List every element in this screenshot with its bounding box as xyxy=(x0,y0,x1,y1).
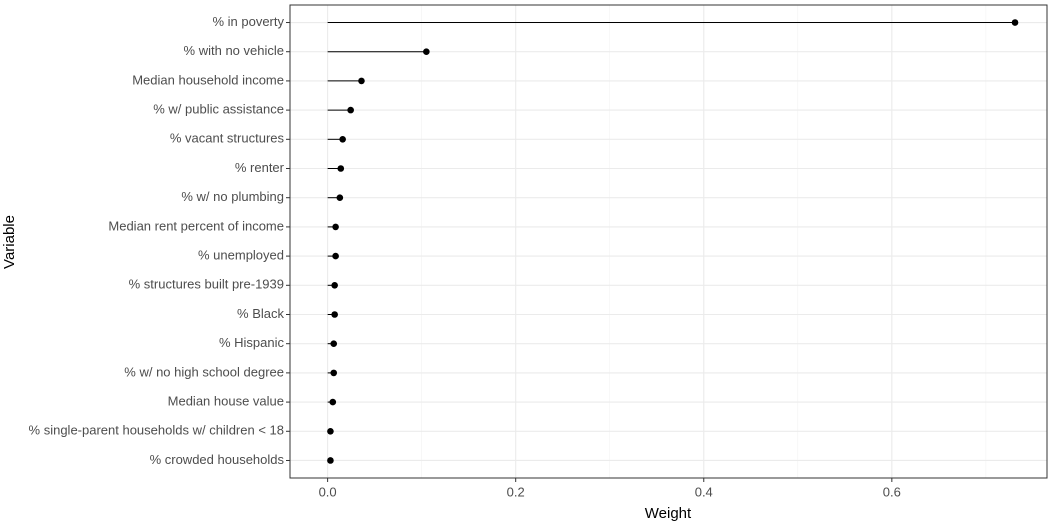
x-tick-label: 0.6 xyxy=(883,484,901,499)
dot xyxy=(339,136,346,143)
dot xyxy=(327,457,334,464)
y-tick-label: % w/ public assistance xyxy=(153,102,284,117)
y-tick-label: Median rent percent of income xyxy=(108,218,284,233)
y-tick-label: % crowded households xyxy=(150,452,285,467)
y-tick-label: Median household income xyxy=(132,72,284,87)
y-tick-label: % w/ no high school degree xyxy=(124,364,284,379)
dot xyxy=(347,106,354,114)
dot xyxy=(331,311,338,318)
dot xyxy=(330,369,338,377)
dot xyxy=(327,427,334,435)
y-tick-label: % w/ no plumbing xyxy=(181,189,284,204)
dot xyxy=(358,77,365,85)
dot xyxy=(1011,19,1019,26)
dot xyxy=(337,165,345,172)
y-axis-title: Variable xyxy=(1,215,18,269)
y-tick-label: % vacant structures xyxy=(170,131,285,146)
x-tick-label: 0.4 xyxy=(695,484,713,499)
dot xyxy=(423,48,430,56)
y-tick-label: % renter xyxy=(235,160,285,175)
dot xyxy=(332,252,339,260)
panel-border xyxy=(289,4,1048,479)
y-tick-label: % structures built pre-1939 xyxy=(129,277,284,292)
x-axis-title: Weight xyxy=(645,505,692,522)
dot xyxy=(329,398,337,406)
dot xyxy=(336,194,344,202)
y-tick-label: % with no vehicle xyxy=(184,43,284,58)
x-tick-label: 0.0 xyxy=(319,484,337,499)
dot xyxy=(331,281,338,289)
dot xyxy=(330,340,338,347)
y-tick-label: % in poverty xyxy=(212,14,284,29)
y-tick-label: % unemployed xyxy=(198,248,284,263)
y-tick-label: % Black xyxy=(237,306,284,321)
y-tick-label: % Hispanic xyxy=(219,335,285,350)
x-tick-label: 0.2 xyxy=(507,484,525,499)
y-tick-label: % single-parent households w/ children <… xyxy=(29,423,284,438)
dot xyxy=(332,223,339,231)
y-tick-label: Median house value xyxy=(168,394,284,409)
